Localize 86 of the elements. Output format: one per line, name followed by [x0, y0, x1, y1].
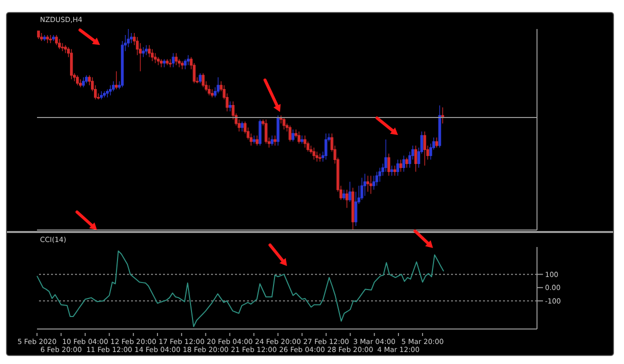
candlestick	[351, 187, 354, 230]
candlestick	[150, 48, 154, 62]
candlestick	[208, 84, 211, 96]
candlestick	[402, 155, 406, 172]
candlestick	[154, 52, 157, 64]
candlestick	[375, 171, 378, 186]
candlestick	[162, 58, 166, 68]
candlestick	[396, 159, 400, 176]
candlestick	[384, 139, 388, 172]
candlestick	[240, 121, 244, 132]
candlestick	[58, 38, 61, 50]
candlestick	[316, 151, 318, 162]
candlestick	[300, 135, 304, 144]
candlestick	[174, 52, 178, 66]
candlestick	[166, 58, 169, 66]
candlestick	[180, 60, 184, 70]
candlestick	[372, 175, 376, 190]
candlestick	[435, 137, 438, 148]
candlestick	[64, 44, 67, 54]
candlestick	[298, 131, 300, 144]
candlestick	[405, 157, 408, 168]
candlestick	[70, 48, 73, 80]
candlestick	[390, 165, 394, 176]
candlestick	[76, 74, 79, 86]
candlestick	[258, 119, 262, 146]
candlestick	[49, 34, 52, 44]
candlestick	[378, 167, 382, 182]
candlestick	[256, 135, 258, 146]
candlestick	[282, 117, 286, 130]
candlestick	[79, 78, 82, 88]
candlestick	[82, 76, 85, 88]
candlestick	[37, 30, 40, 40]
candlestick	[142, 46, 145, 58]
candlestick	[324, 133, 328, 160]
candlestick	[366, 175, 370, 192]
candlestick	[292, 129, 294, 142]
candlestick	[43, 34, 46, 42]
candlestick	[46, 34, 49, 44]
candlestick	[288, 125, 292, 142]
candlestick	[423, 131, 426, 166]
candlestick	[108, 84, 112, 96]
candlestick	[52, 34, 55, 42]
candlestick	[186, 54, 190, 66]
candlestick	[270, 135, 274, 146]
candlestick	[114, 70, 118, 90]
candlestick	[102, 90, 106, 98]
candlestick	[360, 177, 364, 200]
candlestick	[312, 147, 316, 160]
candlestick	[318, 153, 322, 162]
candlestick	[198, 72, 202, 84]
candlestick	[216, 76, 220, 94]
candlestick	[342, 189, 346, 200]
candlestick	[441, 107, 444, 124]
candlestick	[100, 90, 103, 100]
candlestick	[184, 58, 187, 70]
candlestick	[387, 153, 390, 176]
candlestick	[363, 173, 366, 196]
candlestick	[228, 101, 232, 112]
candlestick	[40, 32, 43, 42]
candlestick	[304, 135, 306, 148]
candlestick	[210, 88, 214, 98]
candlestick	[106, 88, 109, 98]
candlestick	[274, 135, 276, 146]
candlestick	[202, 72, 205, 88]
candlestick	[168, 58, 172, 68]
candlestick	[85, 74, 88, 84]
candlestick	[156, 56, 160, 66]
candlestick	[252, 135, 256, 144]
candlestick	[126, 29, 130, 48]
candlestick	[276, 115, 280, 146]
candlestick	[414, 145, 418, 172]
candlestick	[160, 58, 163, 68]
candlestick	[61, 42, 64, 52]
candlestick	[345, 189, 348, 208]
candlestick	[369, 175, 372, 194]
candlestick	[130, 32, 133, 44]
candlestick	[112, 80, 115, 92]
candlestick	[55, 34, 58, 46]
candlestick	[393, 165, 396, 176]
candlestick	[148, 44, 151, 58]
line-series	[36, 250, 444, 328]
candlestick	[144, 44, 148, 56]
candlestick	[264, 119, 268, 144]
candlestick	[399, 159, 402, 172]
candlestick	[348, 181, 352, 202]
candlestick	[172, 52, 175, 68]
